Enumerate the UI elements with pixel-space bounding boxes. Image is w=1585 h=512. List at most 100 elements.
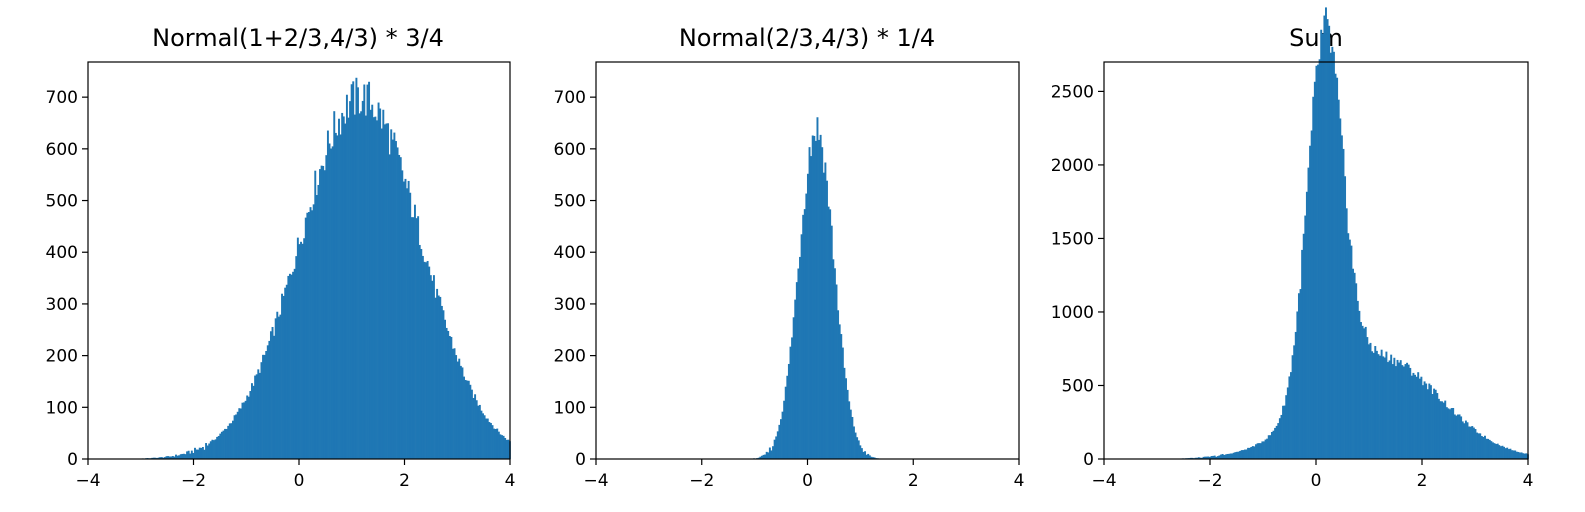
histogram-bar	[1490, 441, 1493, 459]
histogram-bar	[1359, 322, 1362, 459]
histogram-bar	[1437, 398, 1440, 459]
histogram-bar	[266, 345, 269, 459]
histogram-bar	[780, 419, 782, 459]
histogram-bar	[1307, 167, 1310, 459]
histogram-bar	[773, 439, 776, 459]
histogram-bar	[1270, 432, 1273, 459]
histogram-bar	[339, 134, 342, 459]
histogram-bar	[1285, 395, 1288, 459]
x-tick-label: 2	[399, 471, 410, 491]
histogram-bar	[295, 256, 298, 459]
histogram-bar	[167, 456, 170, 459]
x-tick-label: −4	[1091, 471, 1116, 491]
x-tick-label: 2	[908, 471, 919, 491]
histogram-bar	[821, 147, 824, 459]
histogram-bar	[507, 439, 510, 459]
histogram-bar	[1202, 456, 1205, 459]
histogram-bar	[319, 169, 321, 459]
histogram-bar	[860, 448, 863, 459]
histogram-bar	[1234, 452, 1237, 459]
histogram-bar	[1356, 300, 1359, 459]
histogram-bar	[350, 84, 353, 460]
histogram-bar	[175, 454, 177, 459]
histogram-bar	[494, 429, 497, 459]
histogram-bar	[326, 130, 329, 460]
histogram-bar	[380, 128, 383, 459]
histogram-bar	[1426, 389, 1429, 459]
histogram-bar	[357, 87, 359, 459]
histogram-bar	[1449, 409, 1451, 459]
histogram-bar	[385, 123, 388, 460]
histogram-bar	[1283, 405, 1286, 459]
histogram-bar	[1291, 355, 1294, 459]
histogram-bar	[824, 162, 827, 459]
histogram-bar	[1464, 420, 1467, 459]
histogram-bar	[258, 372, 261, 459]
histogram-bar	[786, 375, 789, 459]
histogram-bar	[301, 243, 304, 459]
histogram-bar	[1332, 51, 1335, 460]
histogram-bar	[467, 380, 470, 459]
histogram-bar	[501, 435, 503, 459]
histogram-bar	[243, 402, 246, 459]
histogram-bar	[282, 295, 285, 459]
histogram-bar	[1269, 435, 1272, 459]
histogram-bar	[1345, 208, 1348, 459]
chart-title: Normal(1+2/3,4/3) * 3/4	[152, 24, 444, 52]
histogram-bar	[159, 457, 162, 459]
histogram-bar	[1256, 443, 1259, 459]
histogram-bar	[252, 385, 255, 459]
histogram-bar	[768, 447, 771, 459]
histogram-bar	[238, 408, 241, 459]
histogram-bar	[271, 326, 274, 459]
histogram-bar	[1436, 393, 1439, 459]
histogram-bar	[1266, 438, 1269, 459]
panel-sum: Sum −4 −2 0 2 4 0 500 1000 1500 2000 2500	[1051, 7, 1533, 491]
histogram-bar	[856, 437, 859, 459]
histogram-bar	[225, 428, 228, 459]
histogram-bar	[1474, 429, 1477, 459]
histogram-bar	[1447, 408, 1450, 459]
histogram-bar	[179, 454, 182, 459]
histogram-bar	[371, 104, 374, 459]
histogram-bar	[1348, 239, 1351, 459]
histogram-bar	[1495, 444, 1498, 459]
histogram-bar	[330, 148, 333, 459]
histogram-bar	[395, 141, 397, 460]
histogram-bar	[312, 204, 315, 459]
histogram-bar	[1472, 427, 1475, 459]
histogram-bar	[849, 409, 852, 459]
histogram-bar	[263, 354, 266, 459]
histogram-bar	[1442, 402, 1445, 459]
y-tick-label: 600	[46, 140, 78, 160]
histogram-bar	[173, 456, 176, 459]
histogram-bar	[873, 457, 876, 459]
histogram-bar	[249, 391, 252, 459]
histogram-bar	[1320, 29, 1323, 459]
histogram-bar	[814, 140, 817, 459]
histogram-bar	[436, 288, 439, 459]
histogram-bar	[1412, 372, 1415, 459]
histogram-bar	[1337, 99, 1340, 460]
histogram-bar	[816, 117, 819, 459]
histogram-bar	[1261, 441, 1264, 459]
histogram-bar	[1305, 191, 1308, 460]
histogram-bar	[279, 314, 282, 459]
histogram-bar	[315, 195, 318, 459]
histogram-bar	[453, 348, 456, 459]
histogram-bar	[390, 129, 393, 459]
histogram-bar	[227, 425, 230, 459]
histogram-bar	[1477, 433, 1480, 459]
histogram-bar	[1458, 414, 1461, 459]
histogram-bar	[872, 457, 874, 459]
histogram-bar	[1240, 450, 1243, 459]
histogram-bar	[789, 346, 792, 459]
histogram-bar	[352, 81, 355, 459]
histogram-bar	[1334, 73, 1337, 460]
histogram-bar	[342, 116, 345, 460]
histogram-bar	[1452, 407, 1455, 459]
histogram-bar	[810, 156, 813, 459]
histogram-bar	[311, 210, 314, 459]
histogram-bar	[1258, 443, 1261, 459]
histogram-bar	[192, 452, 195, 459]
